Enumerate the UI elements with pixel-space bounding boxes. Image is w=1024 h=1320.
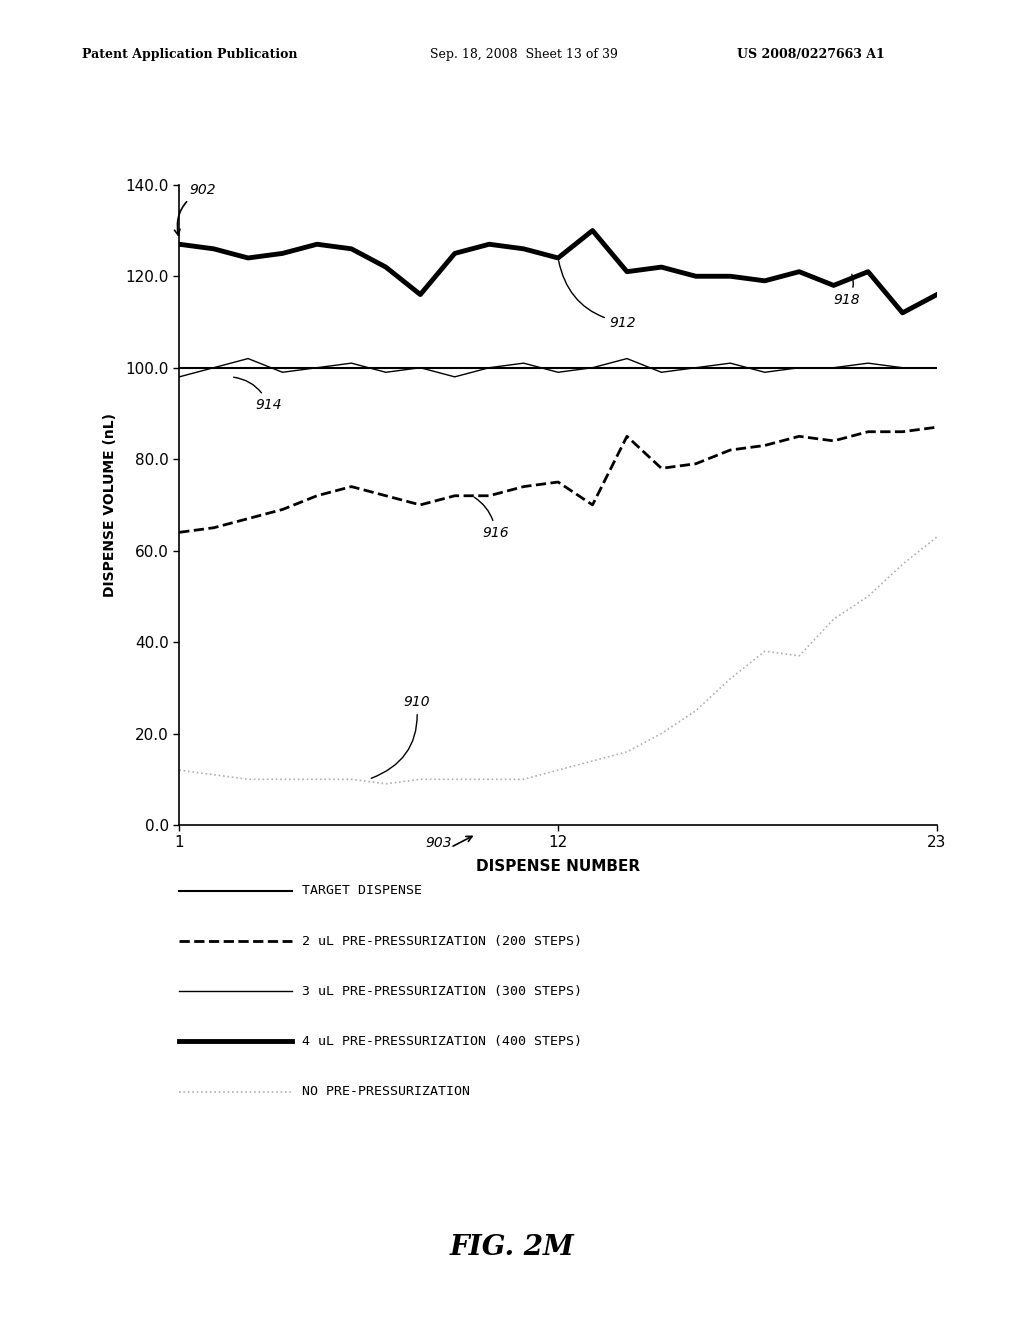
Text: US 2008/0227663 A1: US 2008/0227663 A1 — [737, 48, 885, 61]
Text: 2 uL PRE-PRESSURIZATION (200 STEPS): 2 uL PRE-PRESSURIZATION (200 STEPS) — [302, 935, 582, 948]
Text: 918: 918 — [834, 275, 860, 306]
Text: Sep. 18, 2008  Sheet 13 of 39: Sep. 18, 2008 Sheet 13 of 39 — [430, 48, 617, 61]
Text: Patent Application Publication: Patent Application Publication — [82, 48, 297, 61]
Text: TARGET DISPENSE: TARGET DISPENSE — [302, 884, 422, 898]
Text: FIG. 2M: FIG. 2M — [450, 1234, 574, 1261]
Text: 912: 912 — [559, 260, 636, 330]
Text: 910: 910 — [372, 696, 430, 779]
X-axis label: DISPENSE NUMBER: DISPENSE NUMBER — [476, 859, 640, 874]
Text: 4 uL PRE-PRESSURIZATION (400 STEPS): 4 uL PRE-PRESSURIZATION (400 STEPS) — [302, 1035, 582, 1048]
Text: 3 uL PRE-PRESSURIZATION (300 STEPS): 3 uL PRE-PRESSURIZATION (300 STEPS) — [302, 985, 582, 998]
Text: 903: 903 — [425, 837, 452, 850]
Text: NO PRE-PRESSURIZATION: NO PRE-PRESSURIZATION — [302, 1085, 470, 1098]
Text: 914: 914 — [233, 378, 282, 412]
Text: 916: 916 — [474, 498, 509, 540]
Y-axis label: DISPENSE VOLUME (nL): DISPENSE VOLUME (nL) — [103, 413, 117, 597]
Text: 902: 902 — [174, 183, 216, 235]
